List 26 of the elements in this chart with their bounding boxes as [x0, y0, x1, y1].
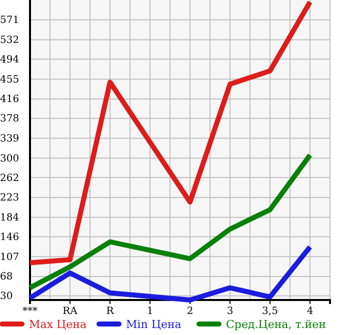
x-tick-label: 3	[226, 306, 234, 318]
legend-label: Min Цена	[126, 318, 182, 331]
x-tick-label: 4	[306, 306, 314, 318]
x-tick-label: 2	[186, 306, 194, 318]
x-tick-label: R	[106, 306, 114, 318]
y-tick-label: 262	[0, 172, 20, 184]
y-tick-label: 184	[0, 212, 20, 224]
legend-label: Max Цена	[29, 318, 87, 331]
y-tick-label: 494	[0, 54, 20, 66]
y-tick-label: 571	[0, 15, 20, 26]
legend-label: Сред.Цена, т.йен	[226, 318, 326, 331]
y-tick-label: 223	[0, 192, 20, 204]
y-tick-label: 339	[0, 133, 20, 144]
y-tick-label: 378	[0, 114, 20, 125]
y-tick-label: 416	[0, 94, 20, 106]
y-tick-label: 146	[0, 232, 20, 243]
y-tick-label: 455	[0, 74, 20, 86]
x-tick-label: ***	[22, 306, 38, 318]
y-tick-label: 532	[0, 34, 20, 46]
x-tick-label: 3,5	[262, 306, 278, 318]
x-tick-label: RA	[62, 306, 78, 318]
y-tick-label: 300	[0, 153, 20, 164]
y-tick-label: 30	[0, 291, 13, 302]
x-tick-label: 1	[146, 306, 154, 318]
y-tick-label: 107	[0, 252, 20, 263]
y-tick-label: 68	[0, 272, 13, 283]
